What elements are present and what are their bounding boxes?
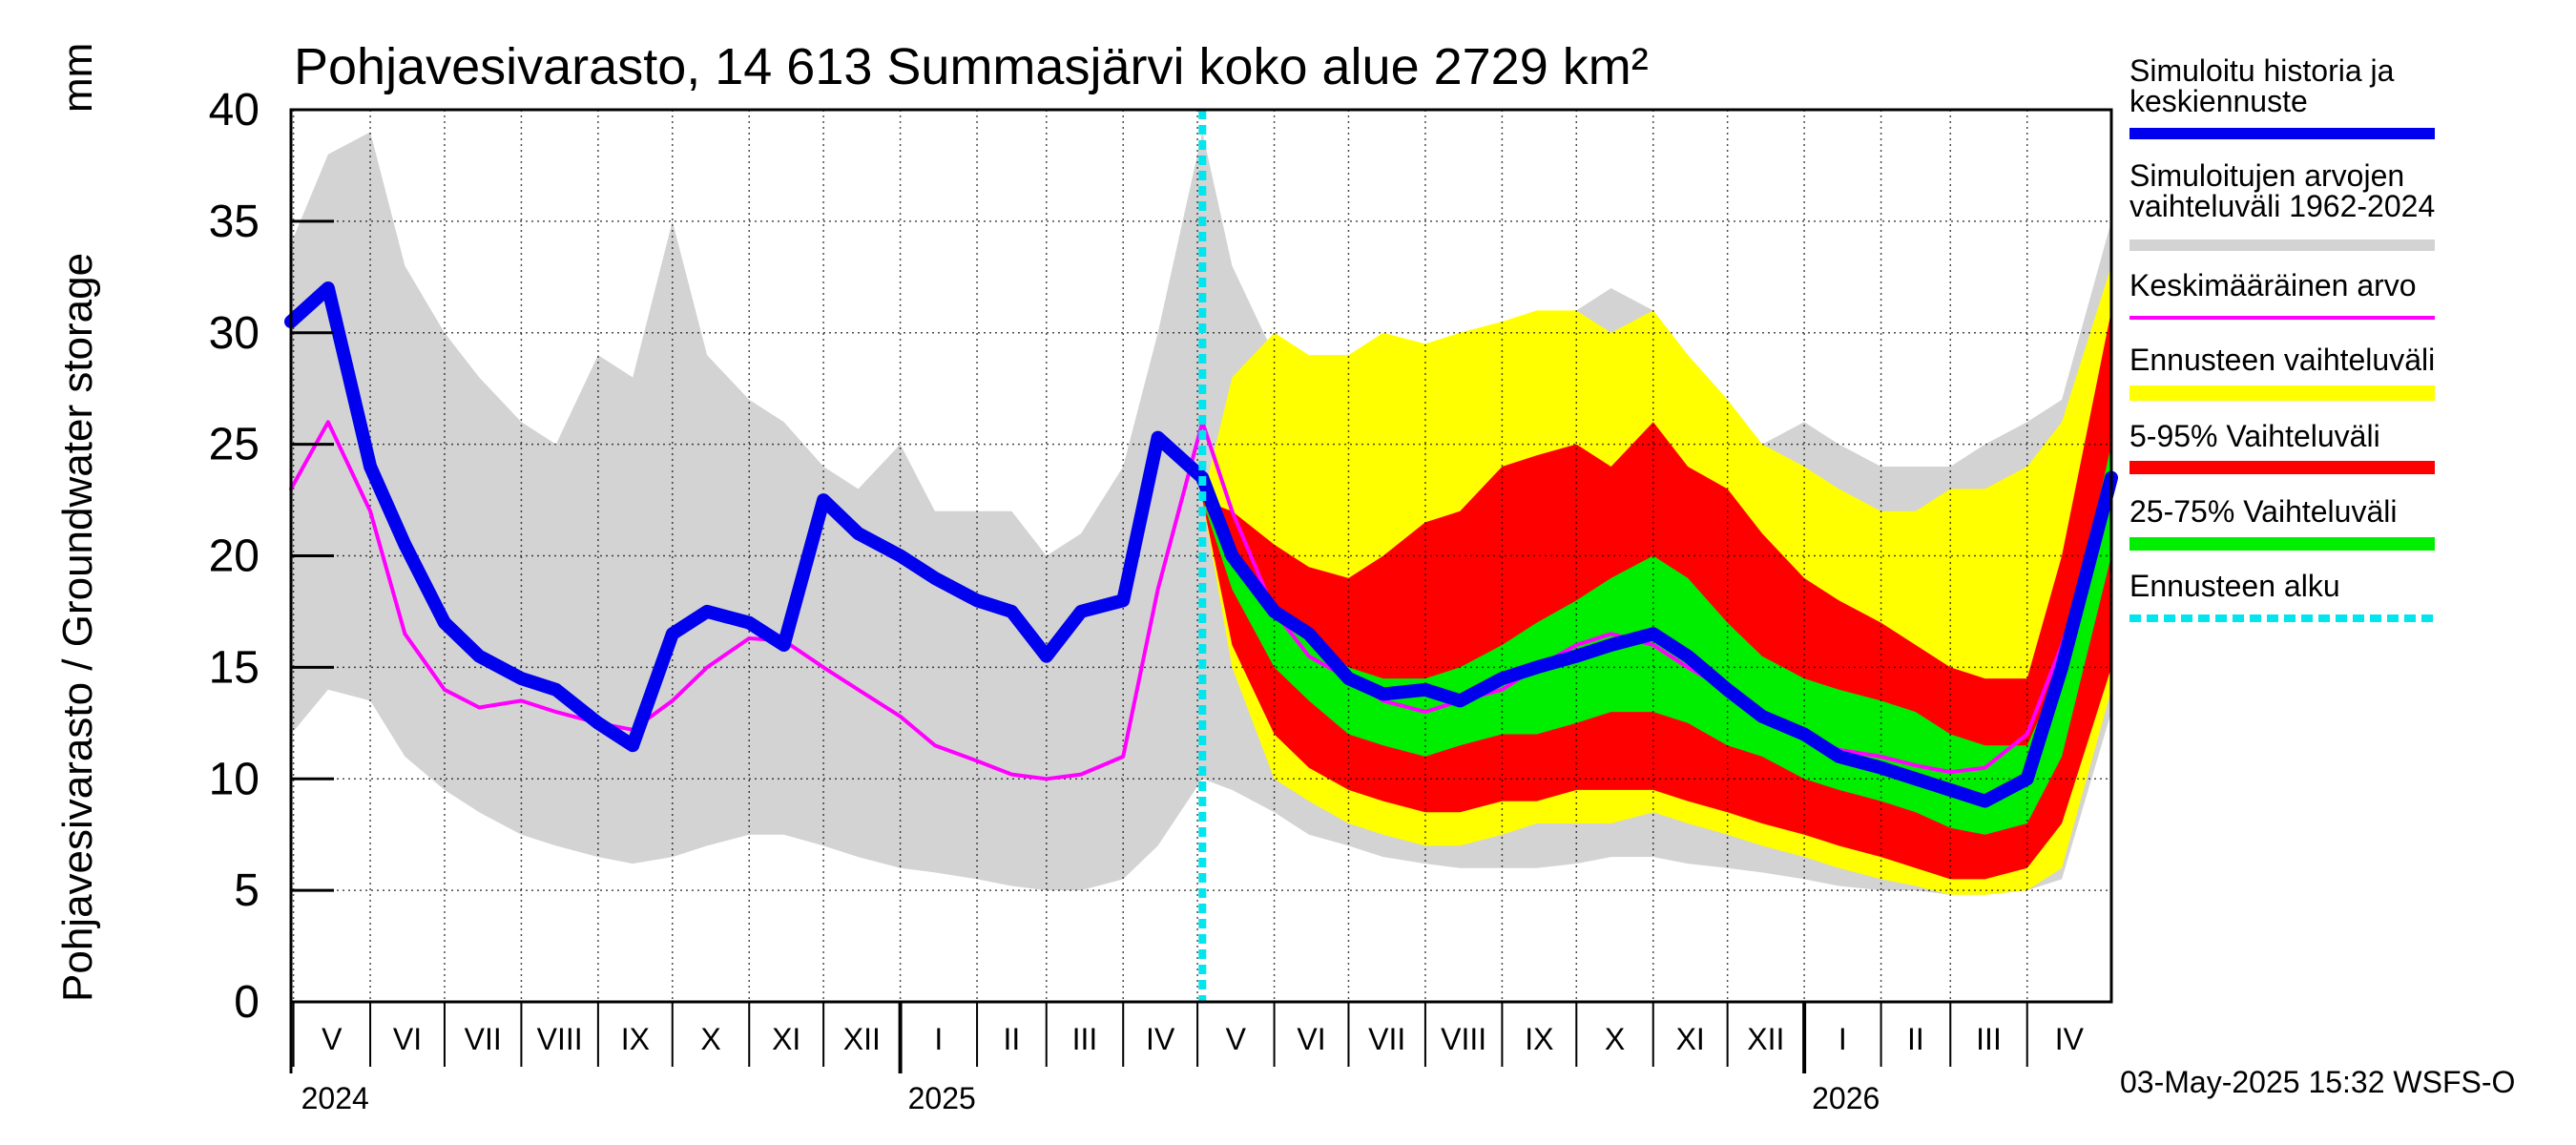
month-label-23: III	[1976, 1022, 2002, 1056]
month-label-3: VII	[465, 1022, 502, 1056]
month-label-10: II	[1004, 1022, 1021, 1056]
legend-label-4: Ennusteen vaihteluväli	[2129, 343, 2435, 377]
month-label-12: IV	[1146, 1022, 1175, 1056]
month-label-11: III	[1072, 1022, 1098, 1056]
legend-label-6: 25-75% Vaihteluväli	[2129, 494, 2397, 529]
year-labels: 2024 2025 2026	[301, 1081, 1880, 1115]
month-label-14: VI	[1297, 1022, 1325, 1056]
year-label-3: 2026	[1812, 1081, 1880, 1115]
y-tick-label-9: 40	[209, 85, 260, 135]
month-label-22: II	[1907, 1022, 1924, 1056]
year-label-2: 2025	[908, 1081, 976, 1115]
month-label-5: IX	[621, 1022, 650, 1056]
year-label-1: 2024	[301, 1081, 369, 1115]
month-label-6: X	[700, 1022, 720, 1056]
y-axis-label: Pohjavesivarasto / Groundwater storage	[54, 253, 101, 1002]
y-tick-label-6: 25	[209, 420, 260, 470]
legend-label-3: Keskimääräinen arvo	[2129, 268, 2417, 302]
month-label-9: I	[934, 1022, 943, 1056]
month-label-7: XI	[772, 1022, 800, 1056]
month-label-15: VII	[1368, 1022, 1405, 1056]
month-label-13: V	[1226, 1022, 1247, 1056]
y-tick-labels: 0 5 10 15 20 25 30 35 40	[209, 85, 260, 1028]
month-label-8: XII	[843, 1022, 881, 1056]
y-tick-label-5: 20	[209, 531, 260, 582]
y-tick-label-1: 0	[234, 977, 260, 1028]
month-label-24: IV	[2055, 1022, 2085, 1056]
month-label-2: VI	[393, 1022, 422, 1056]
month-labels: V VI VII VIII IX X XI XII I II III IV V VI VII VIII IX X X…	[322, 1022, 2084, 1056]
axes	[289, 108, 2113, 1073]
footer-timestamp: 03-May-2025 15:32 WSFS-O	[2120, 1065, 2515, 1099]
y-tick-label-3: 10	[209, 754, 260, 804]
month-label-19: XI	[1676, 1022, 1705, 1056]
month-label-20: XII	[1747, 1022, 1784, 1056]
y-tick-label-4: 15	[209, 642, 260, 693]
y-axis-unit: mm	[54, 43, 101, 113]
month-label-4: VIII	[537, 1022, 583, 1056]
y-tick-label-7: 30	[209, 308, 260, 359]
month-label-18: X	[1605, 1022, 1625, 1056]
legend-label-7: Ennusteen alku	[2129, 569, 2340, 603]
month-label-21: I	[1839, 1022, 1847, 1056]
legend-label-5: 5-95% Vaihteluväli	[2129, 419, 2380, 453]
legend: Simuloitu historia ja keskiennuste Simuloi…	[2129, 53, 2435, 622]
month-label-1: V	[322, 1022, 343, 1056]
legend-label-1: Simuloitu historia ja keskiennuste	[2129, 53, 2395, 118]
y-tick-label-2: 5	[234, 865, 260, 916]
chart-title: Pohjavesivarasto, 14 613 Summasjärvi kok…	[294, 38, 1649, 95]
legend-label-2: Simuloitujen arvojen vaihteluväli 1962-20…	[2129, 158, 2435, 223]
month-label-16: VIII	[1441, 1022, 1486, 1056]
y-tick-label-8: 35	[209, 197, 260, 247]
month-label-17: IX	[1525, 1022, 1553, 1056]
